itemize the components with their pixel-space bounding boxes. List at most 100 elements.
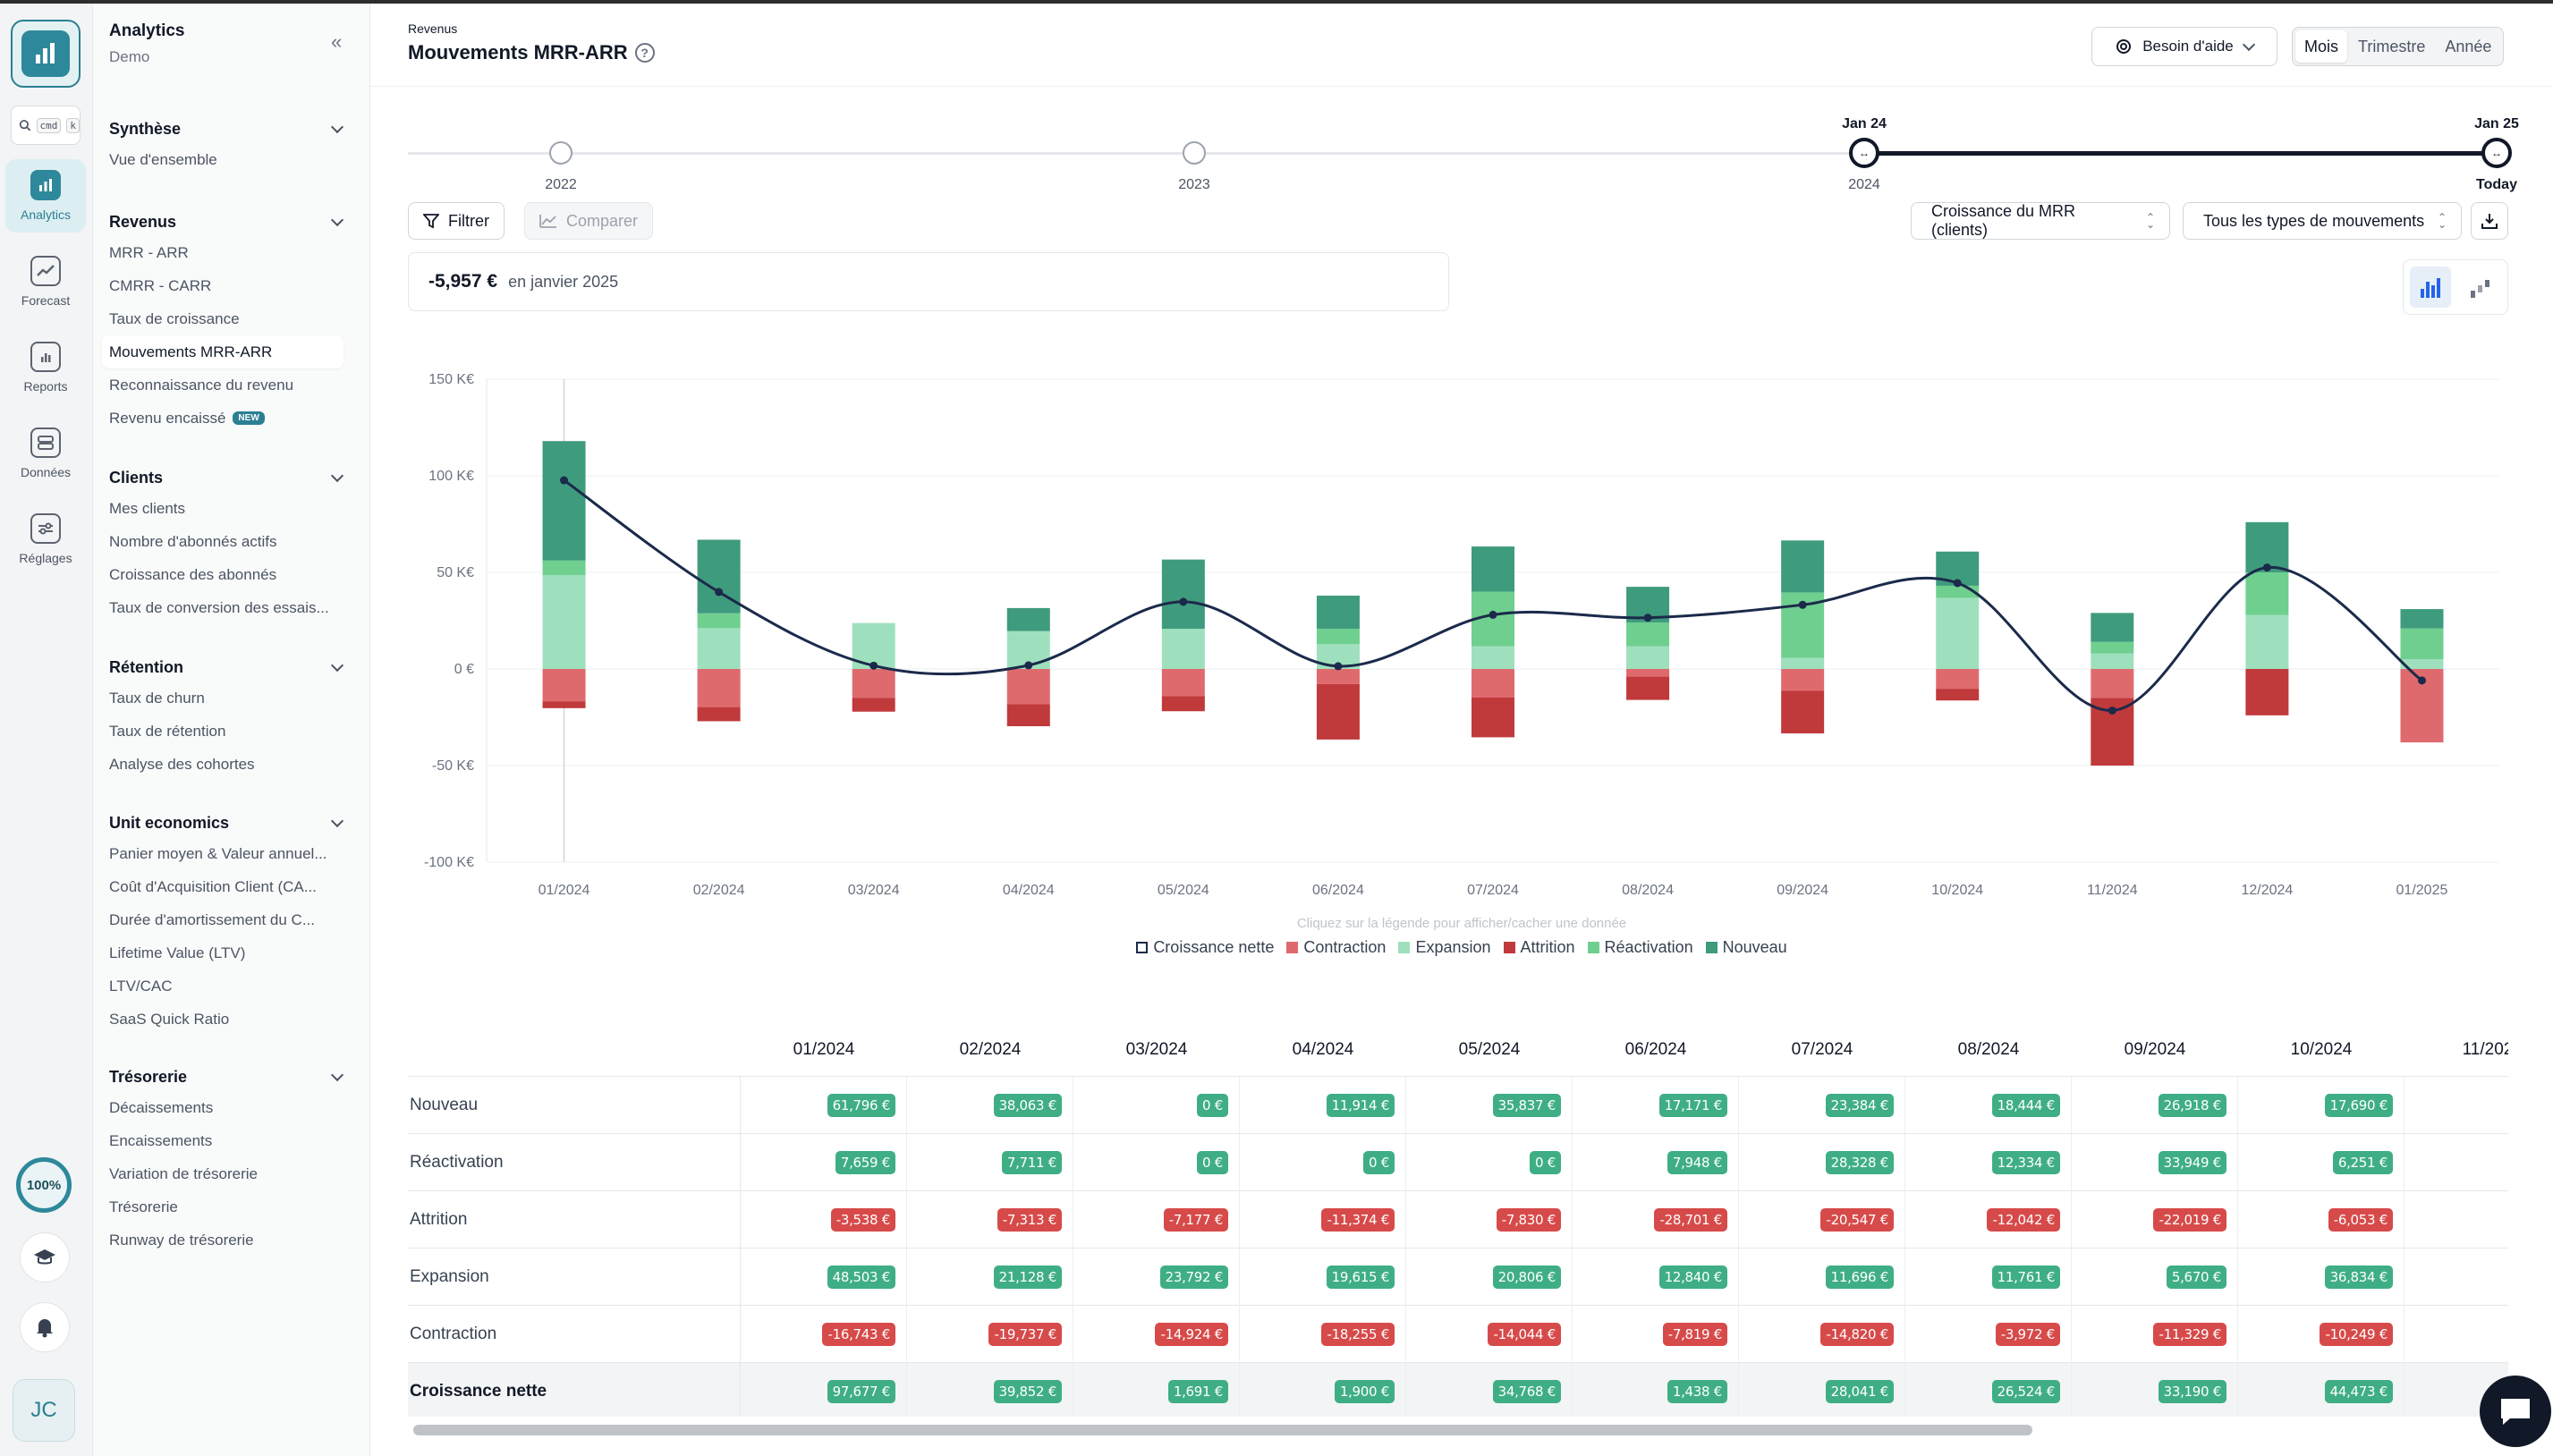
reports-icon: [30, 342, 61, 372]
value-pill: 23,384 €: [1825, 1094, 1894, 1117]
compare-button[interactable]: Comparer: [524, 202, 654, 240]
nav-item-reconnaissance-revenu[interactable]: Reconnaissance du revenu: [109, 376, 294, 394]
nav-item-runway[interactable]: Runway de trésorerie: [109, 1231, 254, 1249]
legend-item[interactable]: Expansion: [1398, 938, 1491, 957]
help-dropdown-button[interactable]: Besoin d'aide: [2091, 27, 2277, 66]
analytics-icon: [30, 170, 61, 200]
value-pill: 1,900 €: [1334, 1380, 1395, 1403]
rail-item-forecast[interactable]: Forecast: [5, 245, 86, 318]
nav-item-taux-croissance[interactable]: Taux de croissance: [109, 309, 240, 327]
nav-item-mouvements-mrr-arr[interactable]: Mouvements MRR-ARR: [102, 335, 344, 368]
nav-item-croissance-abonnes[interactable]: Croissance des abonnés: [109, 565, 277, 583]
legend-item[interactable]: Contraction: [1286, 938, 1386, 957]
bar-chart-view-button[interactable]: [2410, 267, 2451, 308]
waterfall-view-button[interactable]: [2460, 267, 2501, 308]
user-avatar[interactable]: JC: [13, 1379, 75, 1442]
period-month[interactable]: Mois: [2295, 30, 2348, 63]
nav-item-ltv-cac[interactable]: LTV/CAC: [109, 977, 173, 995]
academy-button[interactable]: [20, 1232, 70, 1282]
app-logo[interactable]: [11, 20, 81, 88]
legend-item[interactable]: Croissance nette: [1136, 938, 1274, 957]
nav-item-revenu-encaisse[interactable]: Revenu encaissé NEW: [109, 402, 351, 435]
chat-support-button[interactable]: [2480, 1376, 2551, 1447]
bar-contraction: [852, 669, 895, 698]
value-pill: 34,768 €: [1492, 1380, 1561, 1403]
table-cell: -16,743 €: [741, 1306, 907, 1363]
timeline-point-2023[interactable]: [1183, 141, 1206, 165]
filter-button[interactable]: Filtrer: [408, 202, 505, 240]
analytics-logo-icon: [21, 30, 70, 77]
legend-label: Réactivation: [1604, 938, 1693, 956]
value-pill: -16,743 €: [822, 1323, 895, 1346]
net-growth-point: [1643, 614, 1652, 622]
nav-section-toggle[interactable]: Synthèse: [109, 114, 351, 143]
nav-item-cac[interactable]: Coût d'Acquisition Client (CA...: [109, 877, 317, 895]
chevron-down-icon: [2242, 38, 2255, 52]
table-row: Expansion 48,503 € 21,128 € 23,792 € 19,615 …: [408, 1249, 2508, 1306]
nav-section-toggle[interactable]: Clients: [109, 463, 351, 492]
legend-swatch: [1587, 942, 1599, 953]
value-pill: 12,334 €: [1991, 1151, 2060, 1174]
nav-item-retention[interactable]: Taux de rétention: [109, 722, 226, 740]
rail-item-reglages[interactable]: Réglages: [5, 503, 86, 576]
legend-item[interactable]: Attrition: [1503, 938, 1575, 957]
row-label: Réactivation: [410, 1134, 741, 1191]
table-cell: -7,177 €: [1073, 1191, 1240, 1249]
nav-item-abonnes-actifs[interactable]: Nombre d'abonnés actifs: [109, 532, 277, 550]
nav-item-cmrr-carr[interactable]: CMRR - CARR: [109, 276, 212, 294]
download-button[interactable]: [2471, 202, 2508, 240]
nav-section-toggle[interactable]: Trésorerie: [109, 1062, 351, 1091]
breadcrumb[interactable]: Revenus: [408, 21, 458, 36]
nav-item-ltv[interactable]: Lifetime Value (LTV): [109, 944, 246, 961]
question-icon[interactable]: ?: [634, 43, 655, 63]
bar-nouveau: [1161, 559, 1205, 630]
period-year[interactable]: Année: [2445, 37, 2492, 55]
range-end-handle[interactable]: ↔: [2481, 138, 2512, 168]
metric-select[interactable]: Croissance du MRR (clients) ⌃ ⌄: [1911, 202, 2170, 240]
rail-item-analytics[interactable]: Analytics: [5, 159, 86, 233]
chart-type-toggle: [2403, 259, 2508, 315]
nav-item-mrr-arr[interactable]: MRR - ARR: [109, 243, 189, 261]
value-pill: -14,820 €: [1820, 1323, 1894, 1346]
nav-item-amortissement[interactable]: Durée d'amortissement du C...: [109, 910, 316, 928]
nav-item-encaissements[interactable]: Encaissements: [109, 1131, 213, 1149]
nav-item-mes-clients[interactable]: Mes clients: [109, 499, 186, 517]
nav-item-quick-ratio[interactable]: SaaS Quick Ratio: [109, 1010, 230, 1028]
onboarding-progress[interactable]: 100%: [16, 1157, 72, 1213]
nav-section-toggle[interactable]: Revenus: [109, 207, 351, 236]
table-cell: 6,251 €: [2238, 1134, 2405, 1191]
command-search[interactable]: cmd k: [11, 106, 81, 145]
nav-item-decaissements[interactable]: Décaissements: [109, 1098, 214, 1116]
collapse-sidebar-icon[interactable]: «: [331, 30, 343, 53]
rail-item-reports[interactable]: Reports: [5, 331, 86, 404]
table-column-header: 07/2024: [1791, 1040, 1853, 1059]
nav-item-churn[interactable]: Taux de churn: [109, 689, 205, 707]
nav-item-variation-tresorerie[interactable]: Variation de trésorerie: [109, 1164, 258, 1182]
timeline-point-2022[interactable]: [549, 141, 573, 165]
nav-item-panier-moyen[interactable]: Panier moyen & Valeur annuel...: [109, 844, 327, 862]
legend-item[interactable]: Réactivation: [1587, 938, 1693, 957]
table-cell: [2405, 1134, 2508, 1191]
bar-nouveau: [1472, 546, 1514, 592]
bar-expansion: [1626, 646, 1670, 669]
nav-section-toggle[interactable]: Unit economics: [109, 808, 351, 837]
period-quarter[interactable]: Trimestre: [2358, 37, 2426, 55]
nav-item-conversion-essais[interactable]: Taux de conversion des essais...: [109, 598, 329, 616]
range-start-handle[interactable]: ↔: [1849, 138, 1879, 168]
chevron-down-icon: [330, 120, 344, 134]
date-range-timeline[interactable]: ↔ ↔ 2022 2023 2024 Today Jan 24 Jan 25: [408, 102, 2519, 200]
nav-item-tresorerie[interactable]: Trésorerie: [109, 1198, 178, 1215]
table-horizontal-scrollbar[interactable]: [413, 1425, 2032, 1435]
nav-item-cohortes[interactable]: Analyse des cohortes: [109, 755, 255, 773]
nav-section-toggle[interactable]: Rétention: [109, 653, 351, 681]
movement-type-select[interactable]: Tous les types de mouvements ⌃ ⌄: [2183, 202, 2462, 240]
value-pill: 11,761 €: [1991, 1266, 2060, 1289]
value-pill: -28,701 €: [1654, 1208, 1727, 1232]
nav-item-vue-ensemble[interactable]: Vue d'ensemble: [109, 150, 217, 168]
rail-item-donnees[interactable]: Données: [5, 417, 86, 490]
mrr-movements-chart[interactable]: 150 K€ 100 K€ 50 K€ 0 € -50 K€ -100 K€ 01/2024…: [370, 352, 2553, 907]
notifications-button[interactable]: [20, 1302, 70, 1352]
help-button-label: Besoin d'aide: [2142, 38, 2234, 55]
legend-item[interactable]: Nouveau: [1705, 938, 1787, 957]
chevron-down-icon: [330, 658, 344, 673]
